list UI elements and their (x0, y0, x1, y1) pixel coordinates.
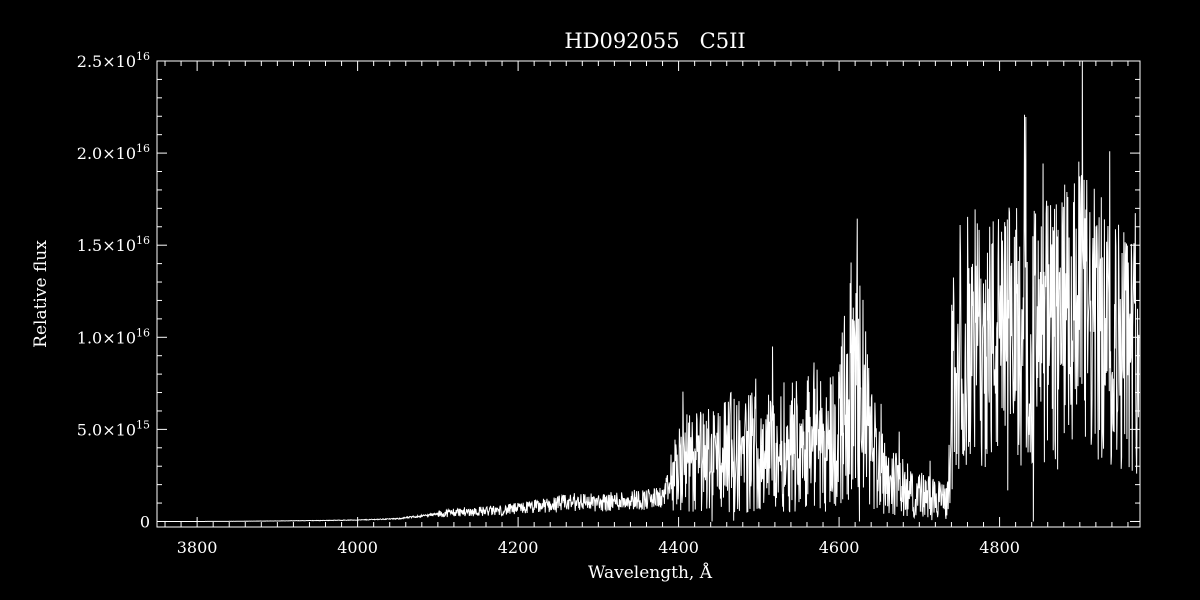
y-tick-label: 2.5×1016 (77, 50, 150, 71)
y-tick-label: 0 (140, 512, 150, 531)
plot-frame (156, 60, 1141, 528)
x-tick-label: 4800 (979, 538, 1020, 557)
y-tick-label: 1.5×1016 (77, 234, 150, 255)
chart-title: HD092055 C5II (564, 29, 745, 53)
x-tick-label: 4400 (658, 538, 699, 557)
spectrum-series-line (158, 60, 1140, 522)
y-tick-label: 5.0×1015 (77, 418, 150, 439)
y-tick-label: 1.0×1016 (77, 326, 150, 347)
x-tick-label: 4600 (819, 538, 860, 557)
x-tick-label: 4000 (337, 538, 378, 557)
x-tick-label: 3800 (177, 538, 218, 557)
x-tick-label: 4200 (498, 538, 539, 557)
x-axis-label: Wavelength, Å (588, 562, 713, 583)
y-tick-label: 2.0×1016 (77, 142, 150, 163)
y-axis-label: Relative flux (31, 240, 51, 348)
